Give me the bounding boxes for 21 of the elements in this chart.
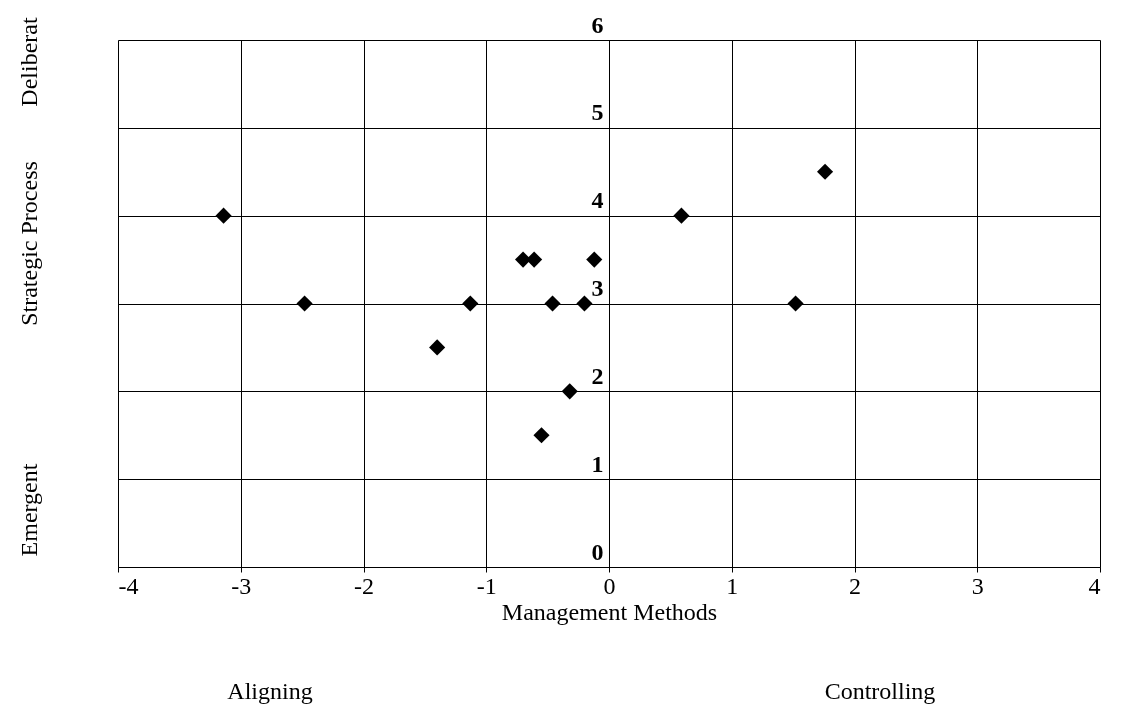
y-tick-label: 1 <box>591 450 604 477</box>
x-tick-label: 1 <box>726 572 739 599</box>
x-tick-label: -2 <box>354 572 374 599</box>
y-tick-label: 0 <box>591 538 604 565</box>
y-tick-label: 4 <box>591 187 604 214</box>
x-tick-label: 4 <box>1088 572 1101 599</box>
x-tick-label: -4 <box>118 572 139 599</box>
text: Controlling <box>824 678 936 704</box>
text: Aligning <box>227 678 313 704</box>
y-axis-title: Strategic Process <box>16 161 42 326</box>
x-axis-title: Management Methods <box>501 598 718 625</box>
y-tick-label: 3 <box>591 275 604 301</box>
text: Deliberat <box>16 17 42 107</box>
x-tick-label: -1 <box>476 572 497 599</box>
x-tick-label: -3 <box>231 572 252 599</box>
x-tick-label: 2 <box>849 572 861 599</box>
x-tick-label: 3 <box>971 572 984 599</box>
y-tick-label: 6 <box>591 11 604 38</box>
y-tick-label: 2 <box>591 362 604 389</box>
y-tick-label: 5 <box>591 99 604 126</box>
text: Emergent <box>16 463 42 557</box>
